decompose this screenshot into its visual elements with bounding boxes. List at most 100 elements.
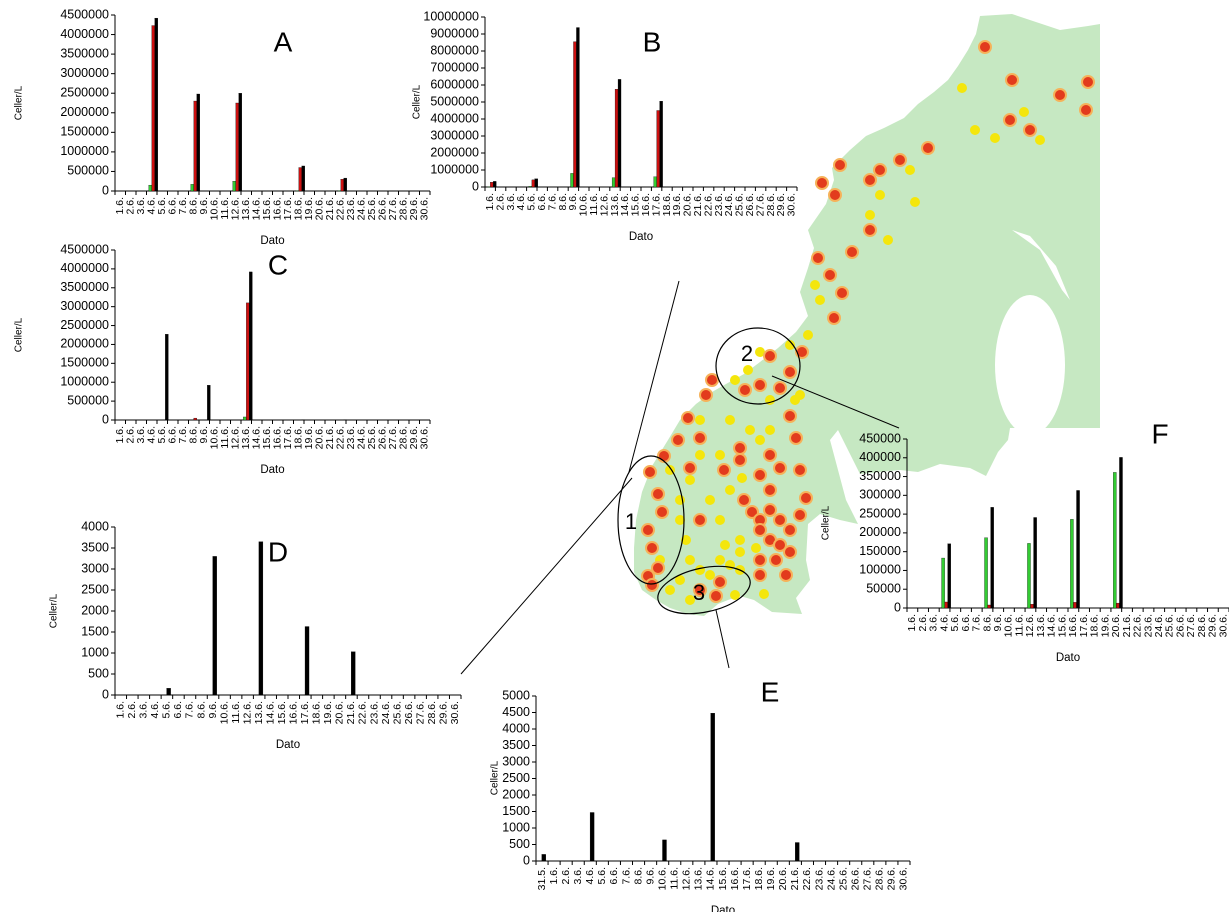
x-tick-label: 23.6. bbox=[368, 701, 380, 724]
y-tick-label: 1000 bbox=[81, 645, 109, 659]
y-tick-label: 150000 bbox=[859, 544, 901, 558]
x-tick-label: 20.6. bbox=[314, 197, 326, 220]
bar bbox=[1119, 457, 1123, 609]
x-tick-label: 18.6. bbox=[293, 197, 305, 220]
y-tick-label: 0 bbox=[523, 853, 530, 867]
x-tick-label: 12.6. bbox=[230, 197, 242, 220]
x-tick-label: 10.6. bbox=[1003, 614, 1015, 637]
x-tick-label: 18.6. bbox=[661, 193, 673, 216]
bar bbox=[531, 179, 535, 188]
station-dot-red bbox=[799, 491, 813, 505]
y-tick-label: 3000000 bbox=[60, 299, 109, 313]
station-dot-yellow bbox=[765, 425, 775, 435]
station-dot-red bbox=[745, 505, 759, 519]
x-tick-label: 4.6. bbox=[149, 701, 161, 719]
y-tick-label: 0 bbox=[472, 179, 479, 193]
y-tick-label: 3000000 bbox=[430, 128, 479, 142]
bar bbox=[944, 601, 948, 609]
chart-panel-c: C 0 500000 1000000 1500000 2000000 2500000 3000… bbox=[14, 242, 431, 476]
station-dot-red bbox=[763, 448, 777, 462]
x-tick-label: 8.6. bbox=[195, 701, 207, 719]
y-tick-label: 500 bbox=[509, 837, 530, 851]
x-tick-label: 11.6. bbox=[669, 867, 681, 890]
y-tick-label: 2500000 bbox=[60, 86, 109, 100]
station-dot-yellow bbox=[795, 390, 805, 400]
station-dot-red bbox=[651, 561, 665, 575]
y-tick-label: 2500 bbox=[81, 582, 109, 596]
station-dot-red bbox=[773, 461, 787, 475]
y-tick-label: 500000 bbox=[67, 393, 109, 407]
x-tick-label: 2.6. bbox=[126, 701, 138, 719]
y-tick-label: 100000 bbox=[859, 563, 901, 577]
region-ellipse-2 bbox=[715, 327, 801, 405]
x-tick-label: 11.6. bbox=[219, 426, 231, 449]
bar bbox=[1027, 543, 1031, 609]
station-dot-yellow bbox=[725, 485, 735, 495]
bar bbox=[990, 507, 994, 609]
x-tick-label: 21.6. bbox=[345, 701, 357, 724]
x-tick-label: 3.6. bbox=[138, 701, 150, 719]
station-dot-red bbox=[713, 575, 727, 589]
x-tick-label: 15.6. bbox=[717, 867, 729, 890]
station-dot-red bbox=[828, 188, 842, 202]
x-tick-label: 1.6. bbox=[548, 867, 560, 885]
x-tick-label: 21.6. bbox=[1121, 614, 1133, 637]
x-tick-label: 16.6. bbox=[640, 193, 652, 216]
x-tick-label: 10.6. bbox=[656, 867, 668, 890]
station-dot-red bbox=[773, 538, 787, 552]
station-dot-yellow bbox=[990, 133, 1000, 143]
x-tick-label: 6.6. bbox=[172, 701, 184, 719]
bar bbox=[984, 537, 988, 609]
x-tick-label: 20.6. bbox=[682, 193, 694, 216]
y-tick-label: 4000000 bbox=[60, 261, 109, 275]
station-dot-red bbox=[1003, 113, 1017, 127]
y-tick-label: 4000000 bbox=[430, 111, 479, 125]
y-tick-label: 500000 bbox=[67, 164, 109, 178]
station-dot-yellow bbox=[755, 347, 765, 357]
station-dot-red bbox=[737, 493, 751, 507]
x-tick-label: 29.6. bbox=[775, 193, 787, 216]
bar bbox=[337, 190, 341, 192]
x-tick-label: 12.6. bbox=[598, 193, 610, 216]
connector-line bbox=[771, 375, 900, 429]
bar bbox=[487, 186, 491, 188]
bar bbox=[653, 176, 657, 188]
bar bbox=[617, 79, 622, 188]
station-dot-red bbox=[651, 487, 665, 501]
bar bbox=[207, 385, 211, 421]
x-tick-label: 27.6. bbox=[754, 193, 766, 216]
x-tick-label: 24.6. bbox=[723, 193, 735, 216]
y-tick-label: 6000000 bbox=[430, 77, 479, 91]
station-dot-red bbox=[793, 463, 807, 477]
x-tick-label: 28.6. bbox=[398, 426, 410, 449]
station-dot-yellow bbox=[759, 589, 769, 599]
x-tick-label: 7.6. bbox=[546, 193, 558, 211]
x-tick-label: 24.6. bbox=[1153, 614, 1165, 637]
x-tick-label: 6.6. bbox=[167, 426, 179, 444]
x-tick-label: 29.6. bbox=[408, 426, 420, 449]
y-tick-label: 2000000 bbox=[60, 105, 109, 119]
x-tick-label: 28.6. bbox=[765, 193, 777, 216]
station-dot-yellow bbox=[745, 425, 755, 435]
bar bbox=[193, 100, 197, 192]
x-tick-label: 2.6. bbox=[494, 193, 506, 211]
x-tick-label: 15.6. bbox=[261, 426, 273, 449]
x-tick-label: 23.6. bbox=[1142, 614, 1154, 637]
y-tick-label: 1000000 bbox=[60, 375, 109, 389]
x-tick-label: 20.6. bbox=[334, 701, 346, 724]
station-dot-red bbox=[763, 483, 777, 497]
station-dot-red bbox=[1023, 123, 1037, 137]
bar bbox=[1076, 490, 1080, 609]
y-tick-label: 200000 bbox=[859, 525, 901, 539]
bar bbox=[154, 17, 158, 192]
station-dot-red bbox=[683, 461, 697, 475]
x-axis-title: Dato bbox=[1056, 652, 1080, 664]
x-tick-label: 9.6. bbox=[992, 614, 1004, 632]
station-dot-red bbox=[811, 251, 825, 265]
station-dot-red bbox=[783, 409, 797, 423]
y-tick-label: 0 bbox=[894, 600, 901, 614]
x-tick-label: 11.6. bbox=[230, 701, 242, 724]
x-tick-label: 15.6. bbox=[1056, 614, 1068, 637]
x-tick-label: 15.6. bbox=[630, 193, 642, 216]
station-dot-red bbox=[709, 589, 723, 603]
